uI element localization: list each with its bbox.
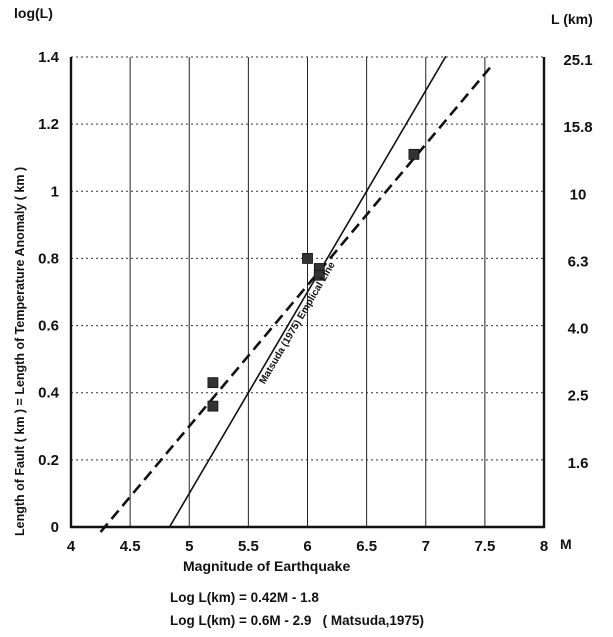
tick-labels: 4 4.5 5 5.5 6 6.5 7 7.5 8 0 0.2 0.4 0.6 0.8 1 1.2 1.4 25.…: [38, 49, 592, 555]
x-tick-label: 6: [303, 538, 311, 555]
data-point: [302, 253, 313, 264]
y-axis-label: Length of Fault ( km ) = Length of Tempe…: [13, 167, 27, 536]
empirical-line-annotation: Matsuda (1975) Emplical Line: [258, 260, 338, 386]
left-axis-title: log(L): [14, 5, 53, 21]
fit-line-dashed: [99, 65, 492, 533]
y-tick-label: 1: [51, 183, 59, 200]
equation-1: Log L(km) = 0.42M - 1.8: [170, 590, 319, 605]
x-tick-label: 7.5: [474, 538, 495, 555]
x-tick-label: 7: [422, 538, 430, 555]
y-tick-label: 0.2: [38, 452, 59, 469]
x-tick-label: 5: [185, 538, 193, 555]
right-tick-label: 15.8: [563, 119, 592, 136]
equation-2: Log L(km) = 0.6M - 2.9 ( Matsuda,1975): [170, 613, 424, 628]
x-tick-label: 5.5: [238, 538, 259, 555]
matsuda-empirical-line: [168, 55, 447, 528]
x-tick-label: 8: [540, 538, 548, 555]
data-point: [207, 400, 219, 412]
y-tick-label: 0: [51, 519, 59, 536]
right-tick-label: 2.5: [568, 388, 589, 405]
x-tick-label: 4: [67, 538, 76, 555]
data-point: [408, 148, 420, 160]
x-tick-label: 6.5: [356, 538, 377, 555]
y-tick-label: 0.8: [38, 250, 59, 267]
data-points: [207, 148, 420, 412]
x-tick-label: 4.5: [120, 538, 141, 555]
right-axis-title: L (km): [551, 11, 593, 27]
y-tick-label: 1.4: [38, 49, 60, 66]
right-tick-label: 10: [570, 186, 587, 203]
right-tick-label: 4.0: [568, 321, 589, 338]
right-tick-label: 6.3: [568, 253, 589, 270]
y-tick-label: 1.2: [38, 116, 59, 133]
data-point: [207, 377, 219, 389]
x-unit-label: M: [560, 536, 572, 552]
right-tick-label: 25.1: [563, 52, 592, 69]
data-point: [313, 269, 325, 281]
fit-lines: [99, 55, 492, 533]
y-tick-label: 0.6: [38, 318, 59, 335]
right-tick-label: 1.6: [568, 455, 589, 472]
y-tick-label: 0.4: [38, 385, 60, 402]
x-axis-label: Magnitude of Earthquake: [183, 558, 350, 574]
plot-frame: [69, 57, 546, 529]
